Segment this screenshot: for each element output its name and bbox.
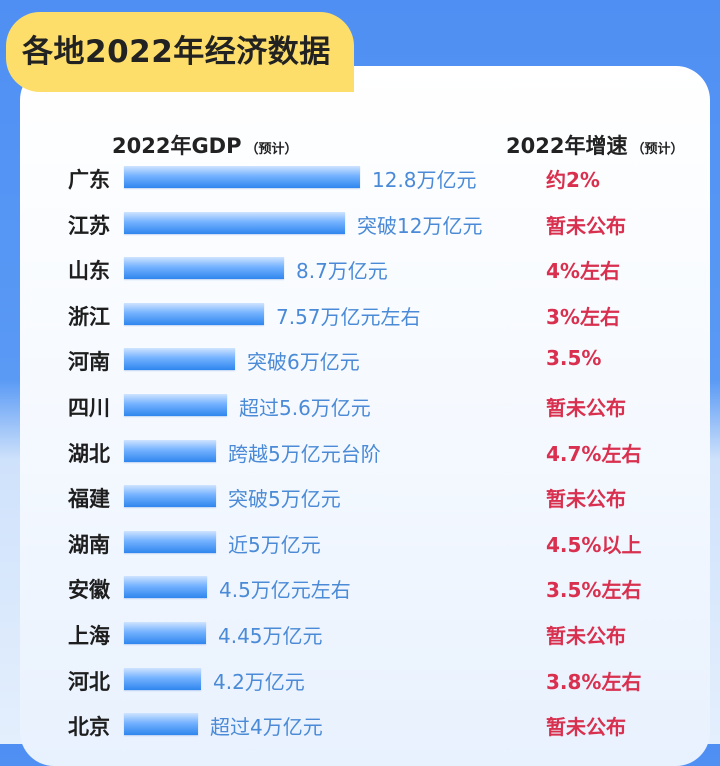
gdp-bar: [124, 166, 360, 188]
gdp-value-label: 超过5.6万亿元: [239, 396, 371, 420]
province-label: 浙江: [68, 304, 110, 329]
growth-value-label: 暂未公布: [546, 396, 626, 420]
gdp-bar: [124, 211, 345, 234]
gdp-bar: [124, 667, 201, 690]
gdp-value-label: 突破6万亿元: [247, 350, 360, 375]
growth-value-label: 暂未公布: [546, 213, 626, 238]
gdp-bar: [124, 485, 216, 508]
chart-row: 广东 12.8万亿元 约2%: [0, 156, 720, 196]
gdp-bar: [124, 576, 207, 599]
page-title: 各地2022年经济数据: [22, 34, 331, 70]
chart-row: 北京 超过4万亿元 暂未公布: [0, 703, 720, 743]
gdp-bar: [124, 622, 206, 644]
gdp-bar: [124, 302, 264, 325]
gdp-header-label: 2022年GDP: [112, 134, 242, 158]
chart-row: 山东 8.7万亿元 4%左右: [0, 247, 720, 287]
province-label: 湖北: [68, 441, 110, 466]
growth-value-label: 4.7%左右: [546, 441, 642, 466]
province-label: 山东: [68, 259, 110, 284]
province-label: 江苏: [68, 213, 110, 238]
gdp-value-label: 4.2万亿元: [213, 669, 305, 694]
growth-value-label: 3.5%: [546, 346, 602, 371]
chart-row: 安徽 4.5万亿元左右 3.5%左右: [0, 566, 720, 606]
growth-value-label: 暂未公布: [546, 487, 626, 512]
chart-row: 湖南 近5万亿元 4.5%以上: [0, 521, 720, 561]
gdp-bar: [124, 713, 198, 736]
gdp-bar: [124, 439, 216, 462]
gdp-value-label: 突破5万亿元: [228, 487, 341, 512]
growth-value-label: 暂未公布: [546, 715, 626, 740]
growth-value-label: 约2%: [546, 168, 600, 192]
province-label: 北京: [68, 715, 110, 740]
growth-value-label: 3.8%左右: [546, 669, 642, 694]
growth-value-label: 4%左右: [546, 259, 620, 284]
growth-value-label: 暂未公布: [546, 624, 626, 648]
province-label: 广东: [68, 168, 110, 192]
gdp-bar: [124, 530, 216, 553]
growth-value-label: 3.5%左右: [546, 578, 642, 603]
gdp-column-header: 2022年GDP （预计）: [112, 130, 298, 160]
province-label: 河南: [68, 350, 110, 375]
chart-row: 河北 4.2万亿元 3.8%左右: [0, 658, 720, 698]
chart-row: 上海 4.45万亿元 暂未公布: [0, 612, 720, 652]
chart-row: 湖北 跨越5万亿元台阶 4.7%左右: [0, 430, 720, 470]
growth-header-note: （预计）: [631, 142, 684, 157]
province-label: 四川: [68, 396, 110, 420]
province-label: 湖南: [68, 532, 110, 557]
chart-row: 河南 突破6万亿元 3.5%: [0, 338, 720, 378]
gdp-value-label: 7.57万亿元左右: [276, 304, 421, 329]
title-tab: [6, 12, 354, 92]
province-label: 安徽: [68, 578, 110, 603]
gdp-value-label: 4.45万亿元: [218, 624, 323, 648]
gdp-value-label: 跨越5万亿元台阶: [228, 441, 381, 466]
chart-row: 福建 突破5万亿元 暂未公布: [0, 475, 720, 515]
chart-row: 浙江 7.57万亿元左右 3%左右: [0, 293, 720, 333]
gdp-value-label: 4.5万亿元左右: [219, 578, 351, 603]
province-label: 福建: [68, 487, 110, 512]
growth-header-label: 2022年增速: [506, 134, 628, 158]
gdp-header-note: （预计）: [245, 142, 298, 157]
gdp-value-label: 近5万亿元: [228, 532, 321, 557]
chart-row: 江苏 突破12万亿元 暂未公布: [0, 202, 720, 242]
gdp-value-label: 突破12万亿元: [357, 213, 483, 238]
province-label: 上海: [68, 624, 110, 648]
gdp-bar: [124, 348, 235, 371]
gdp-bar: [124, 394, 227, 416]
chart-row: 四川 超过5.6万亿元 暂未公布: [0, 384, 720, 424]
gdp-value-label: 8.7万亿元: [296, 259, 388, 284]
gdp-bar: [124, 257, 284, 280]
gdp-value-label: 超过4万亿元: [210, 715, 323, 740]
growth-value-label: 4.5%以上: [546, 532, 642, 557]
growth-column-header: 2022年增速 （预计）: [506, 130, 683, 160]
growth-value-label: 3%左右: [546, 304, 620, 329]
province-label: 河北: [68, 669, 110, 694]
gdp-value-label: 12.8万亿元: [372, 168, 477, 192]
